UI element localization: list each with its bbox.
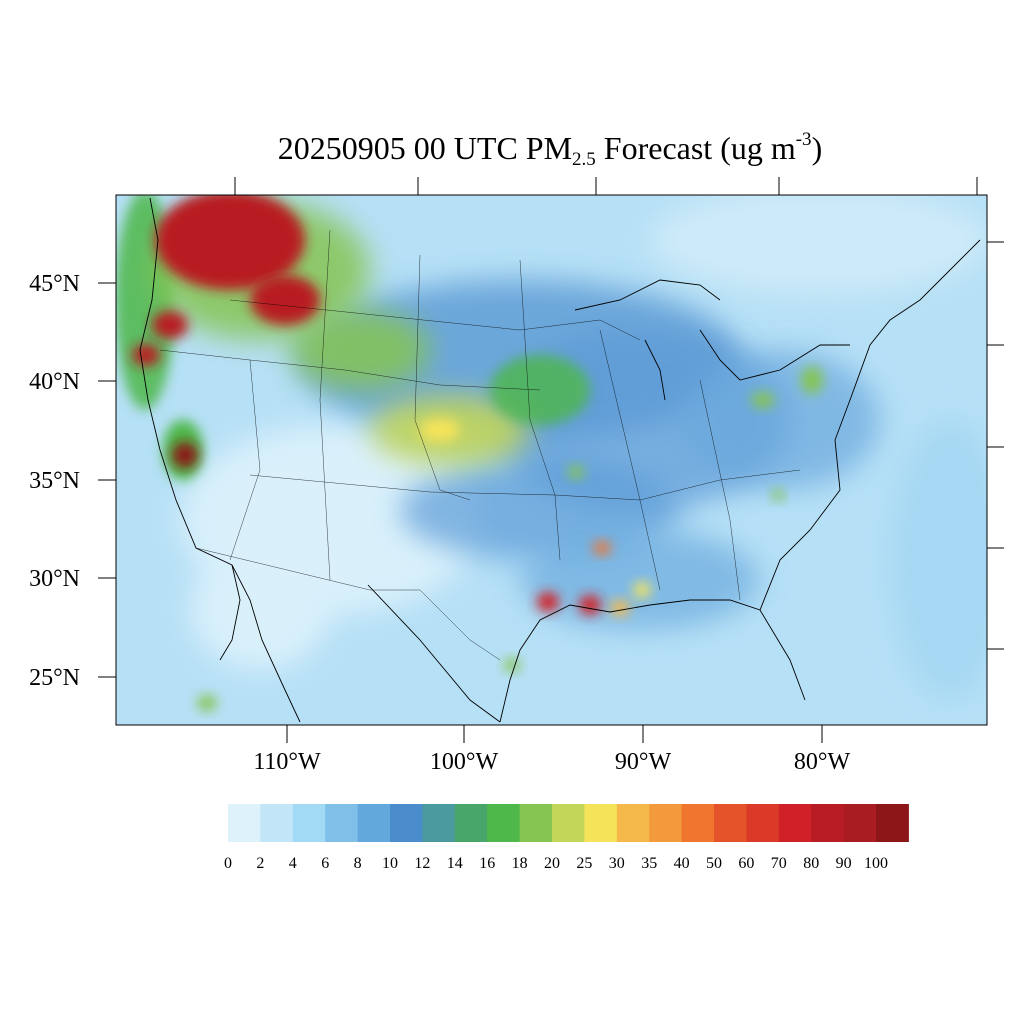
colorbar-swatch [454, 804, 488, 842]
colorbar-tick-label: 50 [706, 855, 722, 872]
bottom-ticks [286, 725, 823, 743]
colorbar-tick-label: 100 [864, 855, 888, 872]
colorbar-swatch [390, 804, 423, 842]
lon-label: 90°W [615, 749, 672, 775]
colorbar-tick-label: 2 [256, 855, 264, 872]
colorbar-swatch [584, 804, 618, 842]
colorbar-tick-label: 18 [512, 855, 528, 872]
colorbar-swatch [552, 804, 585, 842]
colorbar-tick-label: 14 [447, 855, 463, 872]
state-borders [159, 229, 801, 661]
top-ticks [234, 177, 978, 195]
lon-label: 100°W [430, 749, 499, 775]
colorbar-tick-label: 20 [544, 855, 560, 872]
map-field [116, 195, 987, 725]
colorbar-tick-label: 70 [771, 855, 787, 872]
colorbar-swatch [325, 804, 359, 842]
lat-label: 30°N [29, 566, 80, 592]
colorbar-swatch [357, 804, 391, 842]
coastlines [139, 197, 981, 723]
colorbar [228, 804, 909, 842]
colorbar-tick-label: 90 [836, 855, 852, 872]
title-superscript: -3 [795, 129, 812, 150]
colorbar-tick-label: 8 [354, 855, 362, 872]
lon-labels: 110°W 100°W 90°W 80°W [253, 749, 850, 775]
colorbar-swatch [843, 804, 877, 842]
lat-label: 40°N [29, 369, 80, 395]
colorbar-tick-label: 30 [609, 855, 625, 872]
colorbar-tick-label: 0 [224, 855, 232, 872]
title-units: Forecast (ug m [595, 130, 796, 166]
title-subscript: 2.5 [572, 149, 596, 170]
colorbar-swatch [292, 804, 326, 842]
right-ticks [987, 241, 1004, 650]
colorbar-tick-label: 4 [289, 855, 297, 872]
colorbar-swatch [228, 804, 261, 842]
colorbar-tick-label: 80 [803, 855, 819, 872]
map-frame [115, 194, 988, 726]
lon-label: 110°W [253, 749, 321, 775]
title-main: 20250905 00 UTC PM [277, 130, 573, 166]
lat-label: 25°N [29, 665, 80, 691]
map-title: 20250905 00 UTC PM2.5 Forecast (ug m-3) [0, 118, 1024, 182]
colorbar-swatch [876, 804, 909, 842]
title-end: ) [811, 130, 823, 166]
colorbar-swatch [714, 804, 747, 842]
colorbar-swatch [746, 804, 780, 842]
colorbar-swatch [649, 804, 683, 842]
colorbar-swatch [681, 804, 715, 842]
colorbar-swatch [616, 804, 650, 842]
colorbar-swatch [519, 804, 553, 842]
colorbar-tick-label: 40 [674, 855, 690, 872]
colorbar-swatch [260, 804, 294, 842]
lat-label: 45°N [29, 271, 80, 297]
colorbar-swatch [487, 804, 521, 842]
colorbar-tick-label: 35 [641, 855, 657, 872]
colorbar-tick-label: 60 [738, 855, 754, 872]
colorbar-labels: 0 2 4 6 8 10 12 14 16 18 20 25 30 35 40 50 60 70 80 90 100 [224, 855, 888, 872]
colorbar-tick-label: 6 [321, 855, 329, 872]
colorbar-tick-label: 12 [414, 855, 430, 872]
colorbar-swatch [422, 804, 456, 842]
colorbar-tick-label: 25 [576, 855, 592, 872]
colorbar-tick-label: 16 [479, 855, 495, 872]
lat-label: 35°N [29, 468, 80, 494]
colorbar-swatch [778, 804, 812, 842]
colorbar-tick-label: 10 [382, 855, 398, 872]
lon-label: 80°W [794, 749, 851, 775]
left-ticks [98, 282, 116, 678]
lat-labels: 45°N 40°N 35°N 30°N 25°N [29, 271, 80, 691]
colorbar-swatch [811, 804, 845, 842]
